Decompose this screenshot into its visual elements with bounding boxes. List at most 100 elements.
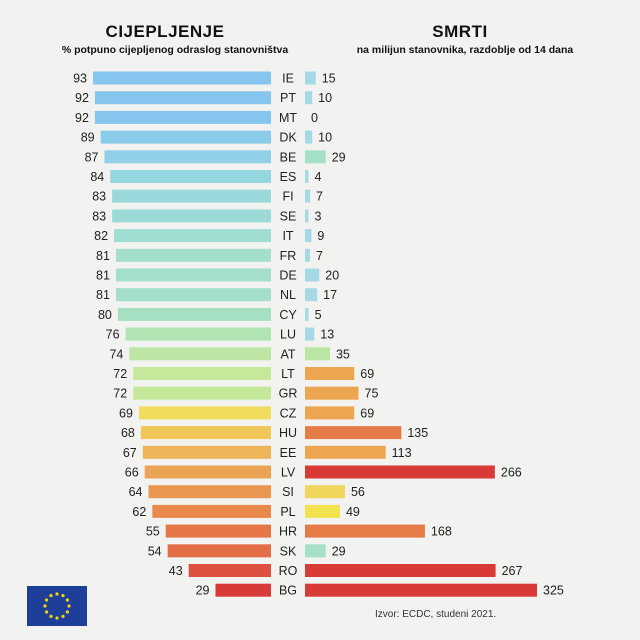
vaccination-bar-lt xyxy=(133,367,271,380)
deaths-value-label: 20 xyxy=(325,269,339,283)
vaccination-bar-lu xyxy=(125,327,272,341)
deaths-value-label: 267 xyxy=(502,564,523,578)
deaths-value-label: 3 xyxy=(315,209,322,223)
deaths-value-label: 266 xyxy=(501,466,522,480)
vaccination-value-label: 92 xyxy=(75,111,89,125)
vaccination-bar-bg xyxy=(215,583,271,597)
vaccination-bar-si xyxy=(148,485,271,499)
vaccination-bar-hr xyxy=(165,524,271,538)
vaccination-bar-it xyxy=(114,229,271,243)
vaccination-title: CIJEPLJENJE xyxy=(105,22,225,41)
deaths-bar-bg xyxy=(305,583,537,597)
vaccination-bar-pt xyxy=(94,91,272,105)
vaccination-bar-se xyxy=(112,209,271,223)
vaccination-value-label: 81 xyxy=(96,269,110,283)
deaths-bar-ee xyxy=(305,445,386,459)
vaccination-value-label: 83 xyxy=(92,190,106,204)
eu-star-icon xyxy=(61,614,65,618)
vaccination-value-label: 72 xyxy=(113,387,127,401)
country-code-label: DE xyxy=(279,269,296,283)
country-code-label: LU xyxy=(280,328,296,342)
country-code-label: BG xyxy=(279,584,297,598)
deaths-value-label: 13 xyxy=(320,328,334,342)
deaths-value-label: 29 xyxy=(332,544,346,558)
deaths-bar-at xyxy=(305,347,330,361)
vaccination-bar-gr xyxy=(133,386,271,400)
eu-star-icon xyxy=(55,616,59,620)
deaths-bar-hr xyxy=(305,524,425,538)
vaccination-value-label: 92 xyxy=(75,91,89,105)
eu-star-icon xyxy=(67,604,71,608)
country-code-label: HU xyxy=(279,426,297,440)
country-code-label: FR xyxy=(280,249,297,263)
deaths-value-label: 135 xyxy=(407,426,428,440)
deaths-value-label: 168 xyxy=(431,525,452,539)
deaths-bar-fi xyxy=(305,189,310,203)
deaths-value-label: 69 xyxy=(360,406,374,420)
eu-star-icon xyxy=(49,594,53,598)
vaccination-bar-nl xyxy=(115,288,271,302)
vaccination-value-label: 64 xyxy=(129,485,143,499)
deaths-bar-si xyxy=(305,485,345,499)
country-code-label: EE xyxy=(280,446,297,460)
eu-star-icon xyxy=(65,598,69,602)
deaths-value-label: 17 xyxy=(323,288,337,302)
deaths-value-label: 75 xyxy=(365,387,379,401)
vaccination-bar-pl xyxy=(152,504,271,518)
country-code-label: DK xyxy=(279,131,297,145)
deaths-bar-hu xyxy=(305,426,402,440)
country-code-label: HR xyxy=(279,525,297,539)
deaths-bar-es xyxy=(305,170,309,183)
deaths-value-label: 325 xyxy=(543,584,564,598)
deaths-bar-lt xyxy=(305,367,355,380)
vaccination-value-label: 89 xyxy=(81,131,95,145)
vaccination-bar-lv xyxy=(144,465,271,479)
country-code-label: LT xyxy=(281,367,295,381)
eu-star-icon xyxy=(45,610,49,614)
country-code-label: SK xyxy=(280,544,297,558)
vaccination-value-label: 81 xyxy=(96,249,110,263)
deaths-value-label: 7 xyxy=(316,249,323,263)
deaths-bar-fr xyxy=(305,248,310,262)
deaths-value-label: 113 xyxy=(392,446,412,460)
deaths-value-label: 10 xyxy=(318,131,332,145)
vaccination-value-label: 76 xyxy=(106,328,120,342)
deaths-bar-ie xyxy=(305,71,316,85)
vaccination-bar-cy xyxy=(117,307,272,321)
vaccination-value-label: 93 xyxy=(73,72,87,86)
deaths-bar-it xyxy=(305,229,312,243)
country-code-label: LV xyxy=(281,466,296,480)
vaccination-bar-at xyxy=(129,347,271,361)
vaccination-value-label: 54 xyxy=(148,544,162,558)
eu-star-icon xyxy=(43,604,47,608)
country-code-label: FI xyxy=(282,190,293,204)
eu-star-icon xyxy=(45,598,49,602)
deaths-bar-pt xyxy=(305,91,313,105)
deaths-bar-dk xyxy=(305,130,313,144)
deaths-bar-lv xyxy=(305,465,495,479)
vaccination-value-label: 83 xyxy=(92,209,106,223)
eu-star-icon xyxy=(65,610,69,614)
deaths-value-label: 9 xyxy=(317,229,324,243)
vaccination-bar-ie xyxy=(93,71,271,85)
deaths-bar-de xyxy=(305,268,320,282)
vaccination-bar-de xyxy=(115,268,271,282)
vaccination-bar-be xyxy=(104,150,271,164)
vaccination-bar-dk xyxy=(100,130,271,144)
vaccination-value-label: 55 xyxy=(146,525,160,539)
country-code-label: MT xyxy=(279,111,297,125)
country-code-label: RO xyxy=(279,564,298,578)
country-code-label: AT xyxy=(280,347,295,361)
vaccination-value-label: 74 xyxy=(109,347,123,361)
deaths-bar-lu xyxy=(305,327,315,341)
country-code-label: CZ xyxy=(280,406,297,420)
vaccination-bar-fr xyxy=(115,248,271,262)
country-code-label: PT xyxy=(280,91,296,105)
vaccination-value-label: 82 xyxy=(94,229,108,243)
deaths-value-label: 49 xyxy=(346,505,360,519)
vaccination-value-label: 29 xyxy=(196,584,210,598)
vaccination-value-label: 43 xyxy=(169,564,183,578)
country-code-label: SE xyxy=(280,209,297,223)
vaccination-bar-hu xyxy=(140,426,271,440)
